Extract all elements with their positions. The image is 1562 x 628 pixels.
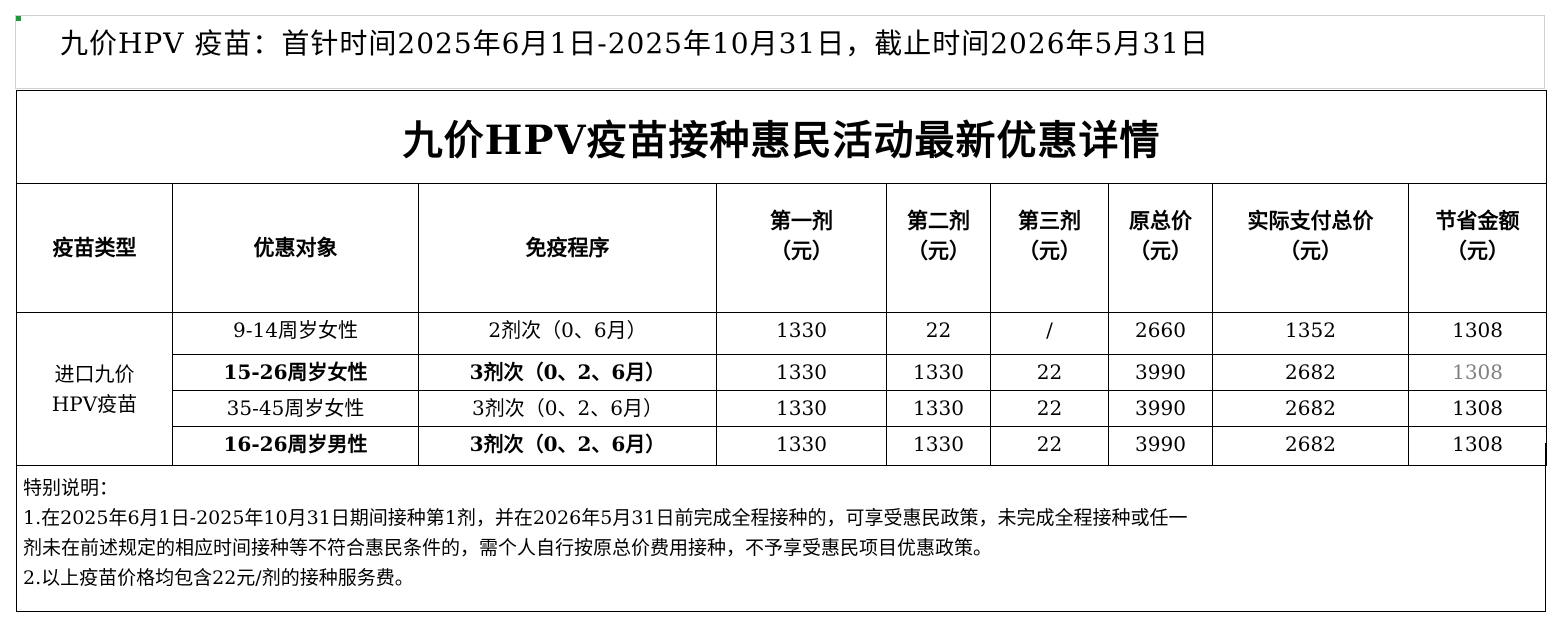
header-cell: 实际支付总价 （元）: [1212, 183, 1409, 313]
cell: 2682: [1212, 390, 1409, 427]
notes: 特别说明： 1.在2025年6月1日-2025年10月31日期间接种第1剂，并在…: [16, 443, 1546, 612]
cell: 1330: [716, 312, 887, 355]
data-row: 进口九价 HPV疫苗 9-14周岁女性 2剂次（0、6月） 1330 22/2660 13…: [16, 312, 1548, 466]
cell: 35-45周岁女性: [172, 390, 419, 427]
cell: 22: [990, 426, 1109, 466]
banner-cell: 九价HPV 疫苗：首针时间2025年6月1日-2025年10月31日，截止时间2…: [15, 15, 1545, 89]
data-row: 35-45周岁女性 3剂次（0、2、6月） 1330 1330 22 3990 2682 13…: [17, 390, 1548, 427]
note-line: 1.在2025年6月1日-2025年10月31日期间接种第1剂，并在2026年5…: [23, 507, 1188, 529]
cell: 1308: [1407, 390, 1548, 427]
cell: 15-26周岁女性: [172, 354, 419, 391]
note-line: 2.以上疫苗价格均包含22元/剂的接种服务费。: [23, 567, 414, 589]
cell: 2682: [1212, 354, 1409, 391]
header-cell: 优惠对象: [172, 183, 419, 313]
cell: 2660: [1108, 312, 1213, 355]
cell: 22: [990, 354, 1109, 391]
header-cell: 第一剂 （元）: [716, 183, 887, 313]
cell: 22: [990, 390, 1109, 427]
cell: 2剂次（0、6月）: [418, 312, 717, 355]
cell: 3990: [1108, 354, 1213, 391]
cell: 1308: [1407, 354, 1548, 391]
banner-text: 九价HPV 疫苗：首针时间2025年6月1日-2025年10月31日，截止时间2…: [60, 27, 1209, 60]
header-cell: 疫苗类型: [16, 183, 173, 313]
header-cell: 免疫程序: [418, 183, 717, 313]
header-cell: 第二剂 （元）: [886, 183, 991, 313]
cell: 3990: [1108, 426, 1213, 466]
vaccine-type: 进口九价 HPV疫苗: [16, 312, 173, 466]
cell: 1330: [886, 426, 991, 466]
cell: 1330: [886, 354, 991, 391]
cell: 22: [886, 312, 991, 355]
cell: 1330: [886, 390, 991, 427]
cell: 1308: [1407, 312, 1548, 355]
note-line: 剂未在前述规定的相应时间接种等不符合惠民条件的，需个人自行按原总价费用接种，不予…: [23, 537, 993, 559]
header-cell: 第三剂 （元）: [990, 183, 1109, 313]
selection-corner: [16, 16, 21, 21]
cell: 3剂次（0、2、6月）: [418, 390, 717, 427]
cell: /: [990, 312, 1109, 355]
cell: 1330: [716, 426, 887, 466]
cell: 1330: [716, 390, 887, 427]
cell: 2682: [1212, 426, 1409, 466]
header-row: 疫苗类型 优惠对象 免疫程序 第一剂 （元） 第二剂 （元） 第三剂 （元） 原总价 （元）…: [16, 183, 1548, 313]
cell: 3990: [1108, 390, 1213, 427]
cell: 3剂次（0、2、6月）: [418, 354, 717, 391]
cell: 16-26周岁男性: [172, 426, 419, 466]
price-table: 九价HPV疫苗接种惠民活动最新优惠详情 疫苗类型 优惠对象 免疫程序 第一剂 （元） 第二…: [15, 90, 1548, 466]
cell: 1352: [1212, 312, 1409, 355]
cell: 3剂次（0、2、6月）: [418, 426, 717, 466]
cell: 1330: [716, 354, 887, 391]
notes-heading: 特别说明：: [23, 477, 119, 499]
data-row: 15-26周岁女性 3剂次（0、2、6月） 1330 1330 22 3990 2682 13…: [17, 354, 1548, 391]
title-row: 九价HPV疫苗接种惠民活动最新优惠详情: [15, 90, 1548, 184]
header-cell: 原总价 （元）: [1108, 183, 1213, 313]
table-title: 九价HPV疫苗接种惠民活动最新优惠详情: [15, 90, 1548, 184]
data-row: 16-26周岁男性 3剂次（0、2、6月） 1330 1330 22 3990 2682 13…: [17, 426, 1548, 466]
header-cell: 节省金额 （元）: [1407, 183, 1548, 313]
cell: 9-14周岁女性: [172, 312, 419, 355]
cell: 1308: [1407, 426, 1548, 466]
